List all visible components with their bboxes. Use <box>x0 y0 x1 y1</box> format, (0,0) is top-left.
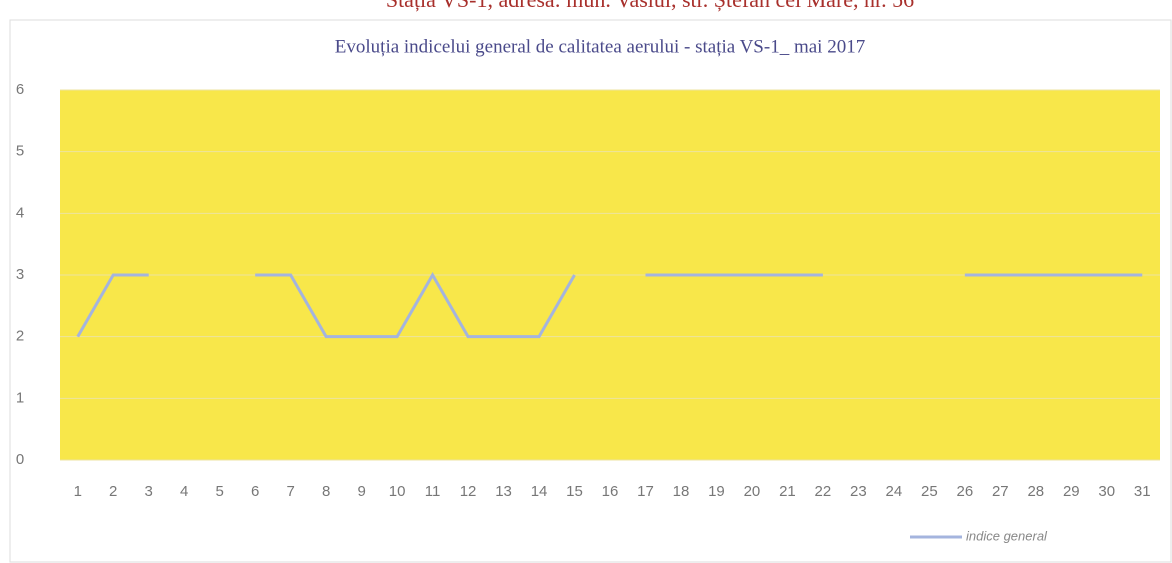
x-tick-label: 24 <box>886 483 903 500</box>
x-tick-label: 2 <box>109 483 117 500</box>
x-tick-label: 19 <box>708 483 725 500</box>
y-tick-label: 3 <box>16 266 24 283</box>
x-tick-label: 10 <box>389 483 406 500</box>
x-tick-label: 16 <box>602 483 619 500</box>
y-tick-label: 2 <box>16 328 24 345</box>
x-tick-label: 28 <box>1027 483 1044 500</box>
x-tick-label: 9 <box>357 483 365 500</box>
x-tick-label: 8 <box>322 483 330 500</box>
x-tick-label: 15 <box>566 483 583 500</box>
x-tick-label: 30 <box>1098 483 1115 500</box>
x-tick-label: 18 <box>673 483 690 500</box>
x-tick-label: 27 <box>992 483 1009 500</box>
x-tick-label: 1 <box>74 483 82 500</box>
x-tick-label: 22 <box>815 483 832 500</box>
y-tick-label: 6 <box>16 81 24 98</box>
x-tick-label: 31 <box>1134 483 1151 500</box>
x-tick-label: 14 <box>531 483 548 500</box>
x-tick-label: 20 <box>744 483 761 500</box>
legend-label: indice general <box>966 528 1048 543</box>
x-tick-label: 21 <box>779 483 796 500</box>
x-tick-label: 23 <box>850 483 867 500</box>
page-heading: Stația VS-1, adresa: mun. Vaslui, str. Ș… <box>386 0 914 12</box>
x-tick-label: 26 <box>956 483 973 500</box>
x-tick-label: 17 <box>637 483 654 500</box>
x-tick-label: 29 <box>1063 483 1080 500</box>
x-tick-label: 7 <box>286 483 294 500</box>
x-tick-label: 5 <box>216 483 224 500</box>
chart-title: Evoluția indicelui general de calitatea … <box>335 36 865 57</box>
x-tick-label: 6 <box>251 483 259 500</box>
y-tick-label: 0 <box>16 451 24 468</box>
y-tick-label: 4 <box>16 204 24 221</box>
x-tick-label: 3 <box>145 483 153 500</box>
data-line <box>76 271 1143 339</box>
x-tick-label: 25 <box>921 483 938 500</box>
x-tick-label: 11 <box>425 483 441 500</box>
y-tick-label: 1 <box>16 389 24 406</box>
x-tick-label: 13 <box>495 483 512 500</box>
x-tick-label: 12 <box>460 483 477 500</box>
y-tick-label: 5 <box>16 143 24 160</box>
x-tick-label: 4 <box>180 483 188 500</box>
